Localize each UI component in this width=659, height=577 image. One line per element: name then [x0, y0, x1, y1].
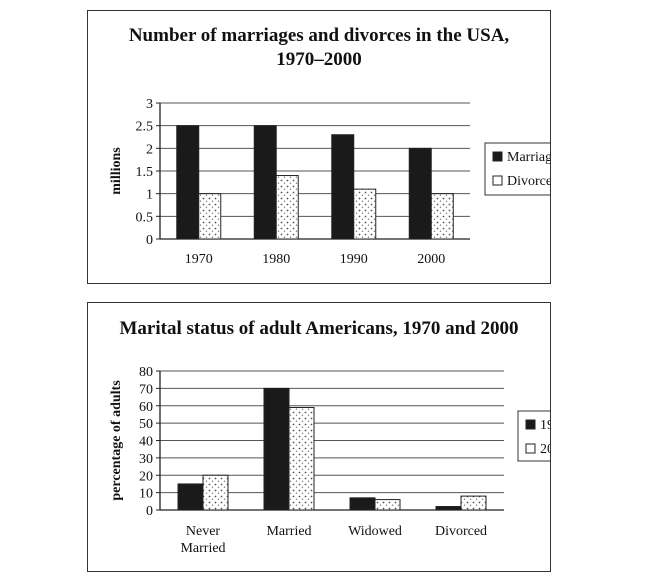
- legend-swatch-divorces: [492, 175, 503, 186]
- y-tick-label: 60: [139, 400, 153, 415]
- legend-swatch-marriages: [492, 151, 503, 162]
- y-tick-label: 30: [139, 452, 153, 467]
- legend-label: 2000: [540, 442, 550, 457]
- y-axis-label: millions: [109, 147, 124, 195]
- marriages-divorces-svg: Number of marriages and divorces in the …: [109, 25, 550, 267]
- chart2-title: Marital status of adult Americans, 1970 …: [120, 318, 519, 339]
- x-tick-label: Married: [266, 524, 311, 539]
- bar-marriages: [331, 134, 355, 240]
- y-tick-label: 2.5: [136, 120, 154, 135]
- bar-2000: [288, 406, 315, 511]
- x-tick-label: 2000: [417, 252, 445, 267]
- bar-1970: [435, 506, 462, 511]
- y-axis-label: percentage of adults: [109, 380, 124, 501]
- y-tick-label: 40: [139, 435, 153, 450]
- x-tick-label: Never: [186, 524, 221, 539]
- y-tick-label: 20: [139, 469, 153, 484]
- legend-label: Marriages: [507, 150, 550, 165]
- y-tick-label: 3: [146, 97, 153, 112]
- x-tick-label: 1980: [262, 252, 290, 267]
- y-tick-label: 80: [139, 365, 153, 380]
- legend-label: 1970: [540, 418, 550, 433]
- y-tick-label: 0: [146, 233, 153, 248]
- y-tick-label: 1.5: [136, 165, 154, 180]
- legend-swatch-2000: [525, 443, 536, 454]
- bar-1970: [263, 387, 290, 511]
- bar-marriages: [253, 125, 277, 240]
- legend-label: Divorces: [507, 174, 550, 189]
- y-tick-label: 1: [146, 188, 153, 203]
- y-tick-label: 2: [146, 142, 153, 157]
- bar-1970: [177, 483, 204, 511]
- x-tick-label: Divorced: [435, 524, 487, 539]
- y-tick-label: 0: [146, 504, 153, 519]
- bar-divorces: [198, 193, 222, 240]
- x-tick-label: Married: [180, 541, 225, 556]
- bar-marriages: [176, 125, 200, 240]
- marital-status-svg: Marital status of adult Americans, 1970 …: [109, 318, 550, 556]
- marital-status-chart: Marital status of adult Americans, 1970 …: [87, 302, 551, 572]
- x-tick-label: 1970: [185, 252, 213, 267]
- chart1-title: Number of marriages and divorces in the …: [129, 25, 510, 46]
- y-tick-label: 10: [139, 487, 153, 502]
- y-tick-label: 50: [139, 417, 153, 432]
- chart1-subtitle: 1970–2000: [276, 49, 362, 70]
- bar-2000: [374, 499, 401, 511]
- bar-divorces: [353, 188, 377, 240]
- x-tick-label: Widowed: [348, 524, 402, 539]
- bar-divorces: [430, 193, 454, 240]
- x-tick-label: 1990: [340, 252, 368, 267]
- bar-2000: [202, 474, 229, 511]
- y-tick-label: 0.5: [136, 210, 154, 225]
- y-tick-label: 70: [139, 382, 153, 397]
- bar-marriages: [408, 147, 432, 240]
- bar-divorces: [275, 175, 299, 240]
- bar-2000: [460, 495, 487, 511]
- legend-swatch-1970: [525, 419, 536, 430]
- marriages-divorces-chart: Number of marriages and divorces in the …: [87, 10, 551, 284]
- bar-1970: [349, 497, 376, 511]
